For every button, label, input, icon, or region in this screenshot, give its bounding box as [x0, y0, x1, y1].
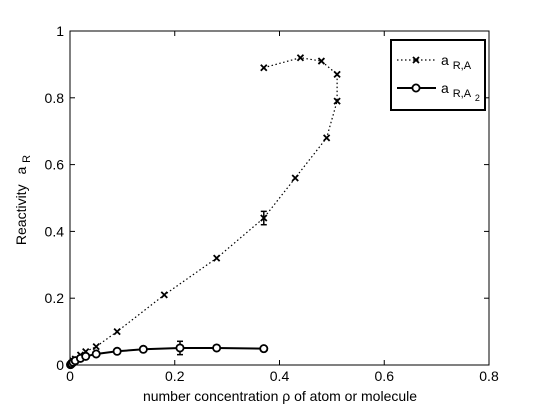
legend-label-series-2: a R,A 2: [441, 80, 480, 103]
y-tick-label: 0.4: [45, 223, 65, 239]
x-axis-label: number concentration ρ of atom or molecu…: [143, 388, 417, 404]
data-point: [113, 327, 121, 336]
y-tick-label: 1: [56, 23, 64, 39]
data-point: [212, 343, 222, 353]
x-tick-label: 0.8: [479, 368, 499, 384]
series-layer: [66, 54, 341, 370]
data-point: [81, 351, 91, 361]
x-tick-label: 0: [66, 368, 74, 384]
legend-box: [390, 39, 486, 111]
data-point: [138, 344, 148, 354]
data-point: [291, 174, 299, 182]
legend-label-series-2-sub: R,A: [453, 88, 472, 100]
x-tick-label: 0.4: [270, 368, 290, 384]
y-axis-label-symbol: a: [13, 167, 29, 175]
legend-label-series-2-symbol: a: [441, 80, 449, 96]
data-point: [260, 64, 268, 72]
data-point: [260, 214, 268, 222]
y-tick-label: 0.2: [45, 290, 65, 306]
data-point: [333, 97, 341, 105]
y-axis-label-subscript: R: [21, 155, 33, 163]
series-2: [66, 340, 269, 370]
legend-label-series-1-symbol: a: [441, 52, 449, 68]
data-point: [323, 134, 331, 142]
data-point: [91, 349, 101, 359]
y-tick-label: 0.8: [45, 90, 65, 106]
axis-ticks: 0 0.2 0.4 0.6 0.8 0 0.2 0.4 0.6 0.8 1: [45, 23, 499, 384]
data-point: [92, 342, 100, 351]
legend-marker-series-1: [412, 56, 420, 64]
x-tick-label: 0.2: [165, 368, 185, 384]
data-point: [317, 57, 326, 65]
data-point: [296, 54, 305, 62]
y-axis-label: Reactivity a R: [13, 155, 33, 245]
data-point: [333, 70, 341, 79]
data-point: [175, 343, 185, 353]
data-point: [112, 346, 122, 356]
y-tick-label: 0: [56, 357, 64, 373]
legend: a R,A a R,A 2: [390, 39, 486, 111]
y-axis-label-text: Reactivity: [13, 184, 29, 245]
legend-label-series-2-subsub: 2: [475, 93, 480, 103]
data-point: [213, 254, 221, 262]
legend-marker-series-2: [411, 83, 421, 93]
y-tick-label: 0.6: [45, 157, 65, 173]
x-tick-label: 0.6: [375, 368, 395, 384]
legend-label-series-1: a R,A: [441, 52, 472, 72]
data-point: [259, 344, 269, 354]
data-point: [160, 291, 168, 299]
legend-label-series-1-sub: R,A: [453, 60, 472, 72]
